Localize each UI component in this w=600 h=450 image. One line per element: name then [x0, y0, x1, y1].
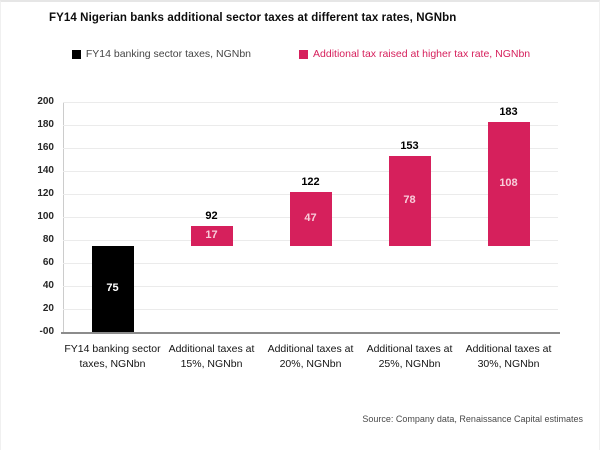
- y-tick-label: 40: [42, 280, 54, 291]
- y-tick-label: -00: [39, 326, 54, 337]
- x-category-label: FY14 banking sector taxes, NGNbn: [64, 343, 161, 370]
- y-tick-label: 160: [37, 142, 54, 153]
- bar-inner-value-label: 75: [106, 282, 119, 295]
- bar-inner-value-label: 17: [205, 229, 218, 242]
- legend: FY14 banking sector taxes, NGNbn Additio…: [1, 48, 599, 60]
- x-category-label: Additional taxes at 25%, NGNbn: [366, 343, 453, 370]
- y-tick-label: 100: [37, 211, 54, 222]
- bar-inner-value-label: 47: [304, 212, 317, 225]
- y-tick-label: 200: [37, 96, 54, 107]
- bar-inner-value-label: 108: [499, 177, 518, 190]
- bar-total-value-label: 92: [205, 210, 218, 223]
- y-tick-label: 20: [42, 303, 54, 314]
- gridline: [63, 309, 558, 310]
- source-note: Source: Company data, Renaissance Capita…: [362, 414, 583, 424]
- black-square-swatch-icon: [71, 49, 81, 59]
- bar-additional-2: 47: [289, 191, 332, 246]
- bar-inner-value-label: 78: [403, 194, 416, 207]
- y-tick-label: 180: [37, 119, 54, 130]
- y-tick-label: 80: [42, 234, 54, 245]
- x-category-label: Additional taxes at 15%, NGNbn: [168, 343, 255, 370]
- plot-area: 75 17 92 47 122 78 153 108 183: [63, 102, 558, 332]
- y-tick-label: 140: [37, 165, 54, 176]
- pink-square-swatch-icon: [299, 49, 309, 59]
- chart-title: FY14 Nigerian banks additional sector ta…: [49, 12, 457, 24]
- gridline: [63, 125, 558, 126]
- x-axis-line: [61, 332, 560, 334]
- bar-total-value-label: 122: [301, 175, 320, 188]
- x-category-label: Additional taxes at 20%, NGNbn: [267, 343, 354, 370]
- bar-base: 75: [91, 245, 134, 332]
- y-tick-label: 120: [37, 188, 54, 199]
- legend-item-base-series: FY14 banking sector taxes, NGNbn: [71, 48, 252, 60]
- bar-additional-4: 108: [487, 121, 530, 246]
- legend-label: FY14 banking sector taxes, NGNbn: [85, 48, 252, 60]
- bar-additional-1: 17: [190, 226, 233, 246]
- y-tick-label: 60: [42, 257, 54, 268]
- gridline: [63, 263, 558, 264]
- bar-additional-3: 78: [388, 156, 431, 246]
- legend-item-additional-series: Additional tax raised at higher tax rate…: [299, 48, 530, 60]
- gridline: [63, 102, 558, 103]
- x-category-label: Additional taxes at 30%, NGNbn: [465, 343, 552, 370]
- gridline: [63, 171, 558, 172]
- gridline: [63, 148, 558, 149]
- bar-total-value-label: 153: [400, 140, 419, 153]
- legend-label: Additional tax raised at higher tax rate…: [313, 48, 531, 60]
- gridline: [63, 286, 558, 287]
- bar-total-value-label: 183: [499, 105, 518, 118]
